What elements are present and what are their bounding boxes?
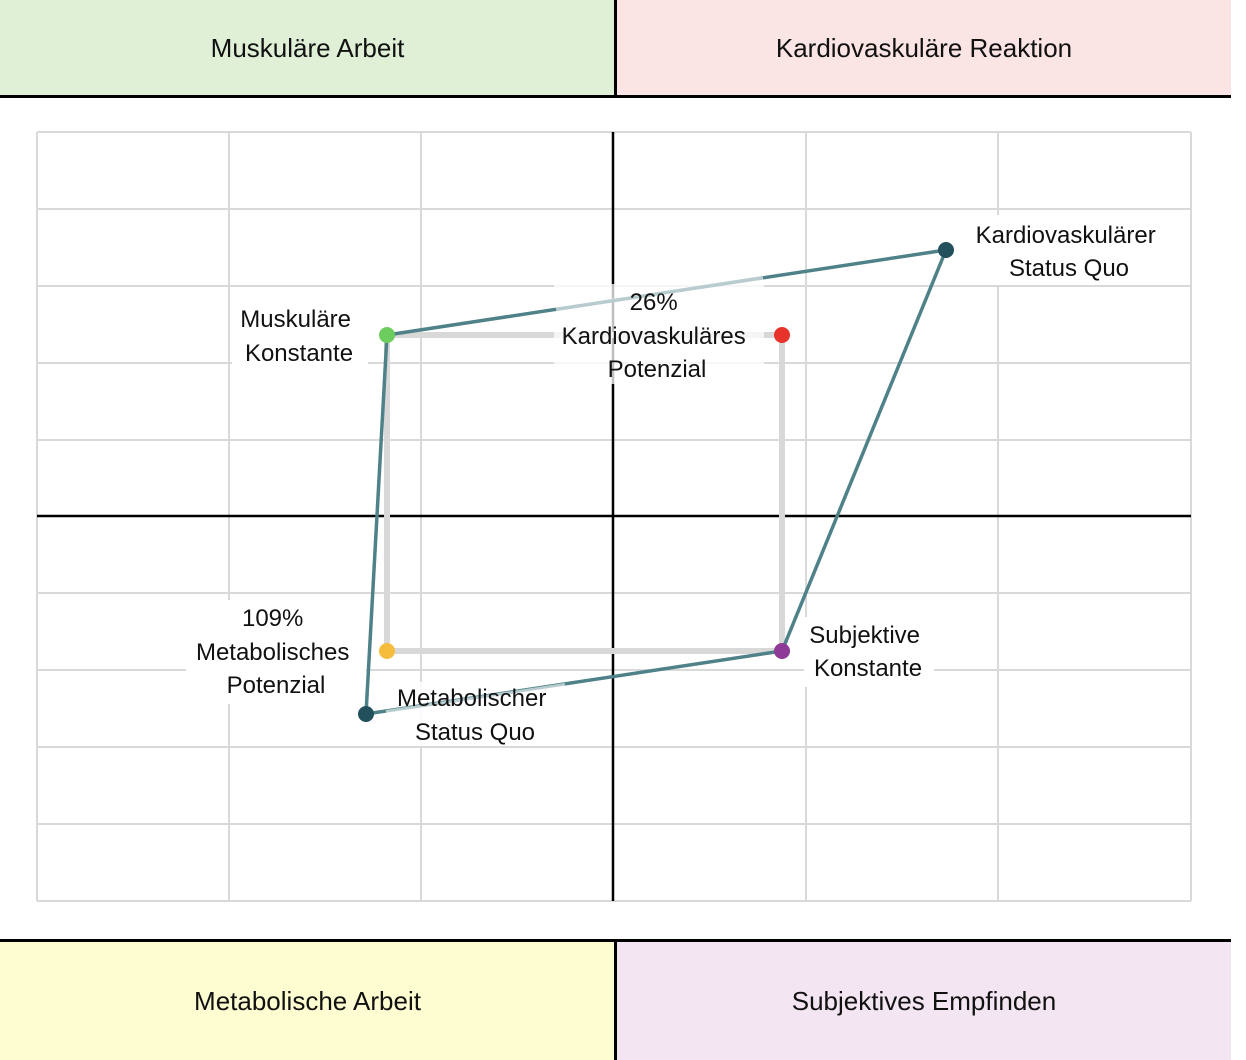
point-cardio-status-quo: [938, 242, 954, 258]
point-cardio-potential: [774, 327, 790, 343]
point-subjective-constant: [774, 643, 790, 659]
point-metabolic-potential: [379, 643, 395, 659]
point-muscular-constant: [379, 327, 395, 343]
point-metabolic-status-quo: [358, 706, 374, 722]
